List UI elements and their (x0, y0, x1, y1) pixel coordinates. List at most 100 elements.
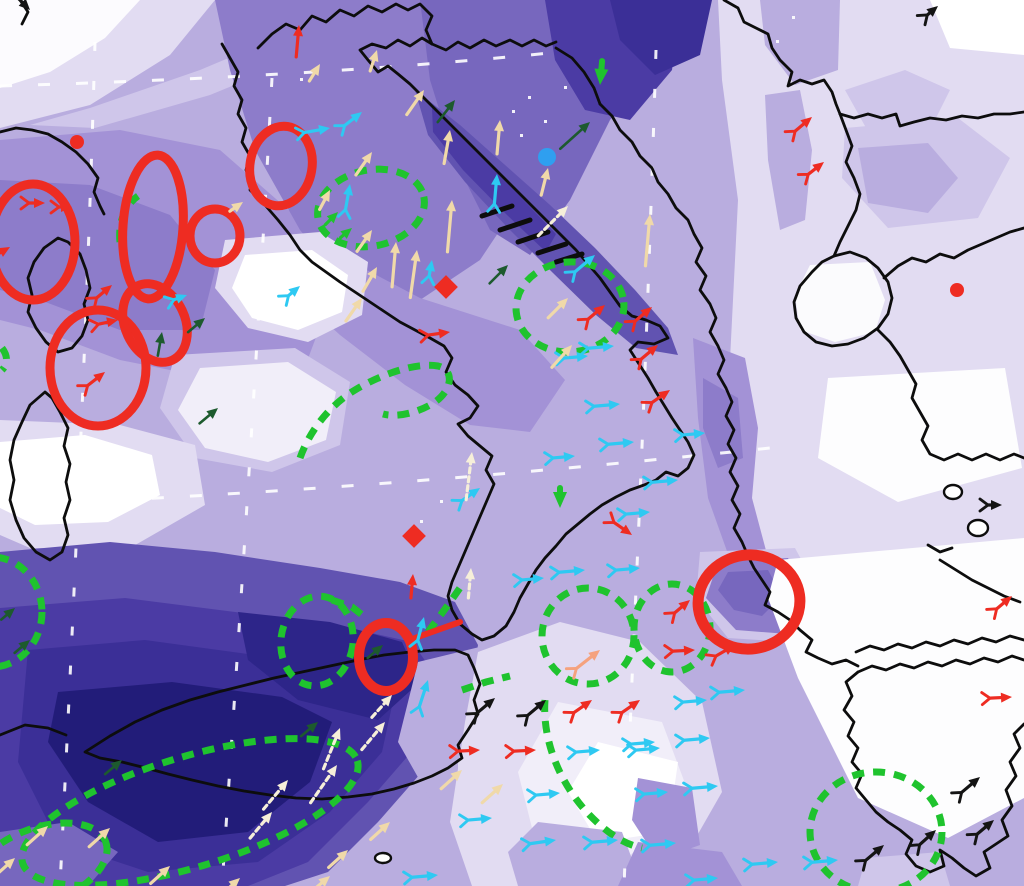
wind-arrow-red (602, 511, 632, 535)
precip-region (632, 778, 700, 860)
red-warning-ellipse (118, 150, 188, 304)
arrow-head (534, 700, 546, 711)
arrow-head (578, 122, 590, 134)
arrow-head (646, 345, 658, 356)
red-warning-ellipse (45, 305, 151, 431)
arrow-head (468, 745, 480, 756)
arrow-barbs (566, 745, 578, 761)
arrow-head (378, 822, 390, 834)
arrow-head (155, 332, 166, 344)
archipelago-dash (479, 203, 515, 219)
wind-arrow-black (908, 830, 936, 856)
green-dashed-ellipse (18, 735, 362, 886)
wind-arrow-cyan (673, 428, 705, 444)
wind-arrow-red (293, 25, 304, 59)
wind-arrow-cyan (450, 488, 480, 512)
wind-arrow-tan (445, 200, 457, 254)
island-coastline (83, 648, 482, 801)
wind-arrow-white (309, 765, 337, 805)
wind-arrow-cyan (294, 124, 330, 142)
arrow-head (343, 184, 354, 196)
arrow-barbs (584, 399, 596, 415)
wind-arrow-black (965, 820, 994, 846)
arrow-head (320, 190, 330, 203)
country-border (256, 2, 434, 50)
arrow-barbs (682, 781, 694, 797)
arrow-head (438, 328, 450, 339)
green-dashed-arc (0, 345, 10, 373)
wind-arrow-cyan (277, 286, 300, 307)
arrow-head (924, 830, 936, 842)
arrow-head (446, 200, 457, 212)
wind-arrow-white (261, 780, 288, 811)
arrow-head (444, 100, 455, 112)
wind-arrow-dkgreen (366, 645, 383, 660)
arrow-head (326, 212, 338, 224)
wind-arrow-cyan (512, 573, 544, 589)
arrow-barbs (965, 832, 979, 846)
arrow-head (606, 835, 618, 846)
arrow-head (695, 695, 707, 706)
arrow-head (643, 737, 655, 748)
arrow-head (560, 345, 572, 357)
white-speck (440, 500, 443, 503)
wind-arrow-tan (408, 250, 421, 300)
arrow-head (110, 760, 122, 771)
wind-arrow-green (323, 212, 338, 227)
white-speck (792, 16, 795, 19)
arrow-barbs (418, 328, 430, 344)
arrow-barbs (486, 202, 502, 214)
precip-region (618, 842, 742, 886)
wind-arrow-tan (355, 230, 372, 253)
wind-arrow-white (464, 452, 476, 502)
arrow-head (228, 878, 240, 886)
arrow-barbs (602, 511, 616, 525)
wind-arrow-tan (442, 130, 454, 166)
green-dashed-ellipse (277, 592, 357, 690)
arrow-head (556, 206, 568, 218)
arrow-head (336, 850, 348, 862)
coastline (938, 558, 1022, 604)
arrow-head (553, 492, 567, 508)
white-speck (520, 134, 523, 137)
precip-region (703, 378, 743, 468)
wind-arrow-tan (390, 242, 401, 289)
white-speck (564, 86, 567, 89)
green-dashed-annotations (0, 165, 946, 886)
wind-arrow-red (448, 744, 480, 760)
wind-arrow-cyan (634, 787, 668, 803)
white-speck (544, 120, 547, 123)
arrow-barbs (543, 451, 555, 467)
arrow-head (826, 855, 838, 866)
wind-arrow-white (248, 812, 272, 840)
arrow-barbs (640, 838, 652, 854)
arrow-head (425, 260, 436, 272)
arrow-head (540, 168, 551, 180)
wind-arrow-cyan (458, 813, 492, 829)
arrow-head (465, 452, 476, 464)
arrow-head (36, 826, 48, 838)
arrow-head (544, 836, 556, 847)
wind-arrow-dkgreen (13, 640, 30, 655)
wind-arrow-cyan (408, 617, 426, 651)
country-border (792, 250, 894, 348)
wind-arrow-salmon (564, 650, 600, 680)
arrow-head (326, 765, 337, 777)
precip-region (768, 538, 1024, 838)
arrow-stem (408, 253, 418, 300)
wind-arrow-cyan (566, 745, 600, 761)
island-coastline (8, 390, 72, 562)
arrow-barbs (663, 644, 675, 660)
country-borders (256, 0, 1024, 462)
wind-arrow-white (536, 206, 568, 238)
green-dashed-arc (541, 699, 643, 852)
green-dashed-ellipse (512, 258, 628, 356)
wind-arrow-cyan (598, 437, 634, 453)
arrow-head (494, 120, 505, 132)
green-dashed-ellipse (0, 819, 111, 886)
arrow-barbs (606, 563, 618, 579)
precip-region (48, 682, 332, 842)
wind-arrow-tan (344, 298, 362, 323)
